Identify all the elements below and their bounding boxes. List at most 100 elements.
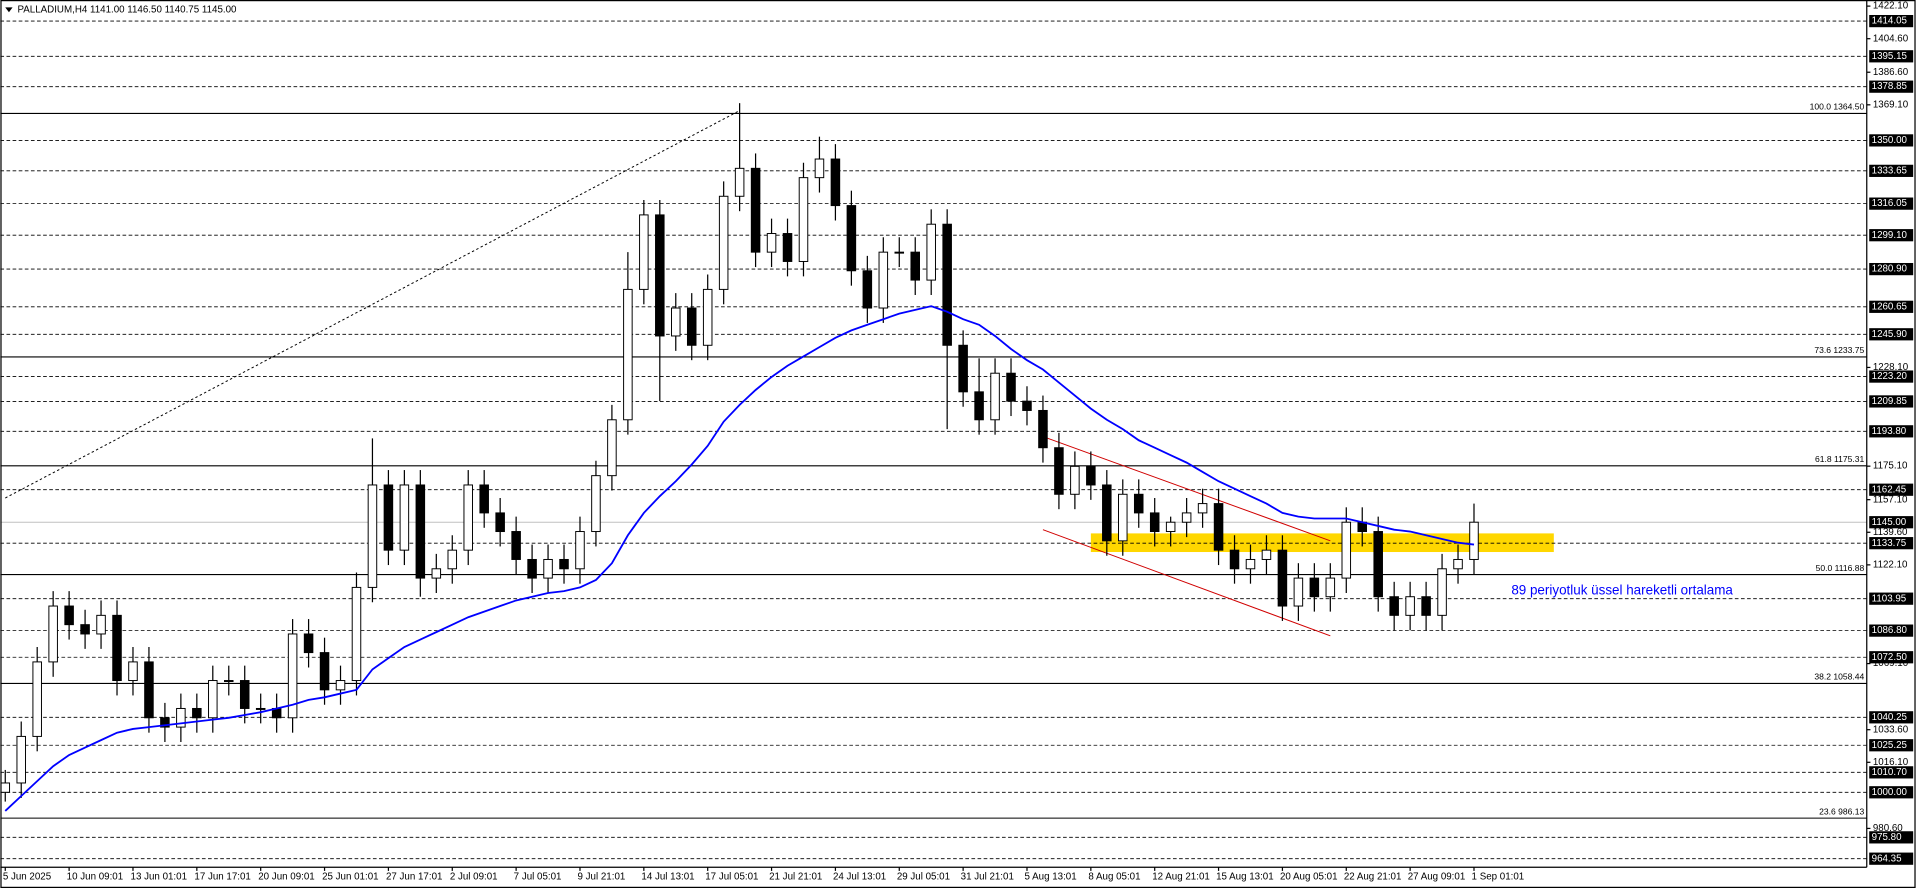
- level-box: [1869, 651, 1914, 664]
- x-tick-label: 12 Aug 21:01: [1152, 872, 1210, 883]
- candle-body: [112, 614, 122, 682]
- y-tick-label: 1422.10: [1873, 1, 1909, 12]
- level-box: [1869, 14, 1914, 28]
- x-tick-label: 31 Jul 21:01: [961, 872, 1014, 883]
- level-box: [1869, 592, 1914, 605]
- candle-body: [32, 661, 42, 737]
- candle-body: [319, 652, 330, 691]
- candle-body: [1213, 503, 1224, 551]
- level-label: 1260.65: [1872, 301, 1908, 312]
- candle-body: [1389, 596, 1399, 616]
- level-box: [1869, 852, 1914, 865]
- x-tick-label: 14 Jul 13:01: [641, 872, 694, 883]
- candle-body: [415, 484, 426, 579]
- candle-body: [1181, 512, 1192, 523]
- ema-line: [4, 305, 1475, 812]
- x-tick-label: 17 Jun 17:01: [194, 872, 250, 883]
- fib-label: 38.2 1058.44: [1814, 672, 1864, 682]
- level-box: [1869, 50, 1914, 63]
- candle-body: [1118, 493, 1128, 542]
- x-tick-label: 27 Jun 17:01: [386, 872, 442, 883]
- candle-body: [1245, 558, 1256, 570]
- level-box: [1869, 739, 1914, 752]
- candle-body: [511, 531, 521, 560]
- candle-body: [846, 205, 857, 272]
- candle-body: [160, 717, 170, 728]
- candle-body: [80, 624, 90, 635]
- candle-body: [782, 233, 793, 262]
- candle-body: [750, 167, 761, 253]
- candle-body: [1421, 596, 1431, 616]
- candle-body: [1149, 512, 1160, 533]
- level-box: [1869, 134, 1914, 147]
- candle-body: [702, 288, 713, 346]
- candle-body: [1038, 409, 1048, 449]
- level-label: 1245.90: [1872, 329, 1908, 340]
- level-label: 1193.80: [1872, 426, 1907, 437]
- candle-body: [1070, 465, 1080, 495]
- candle-body: [1102, 484, 1112, 542]
- y-tick-label: 1175.10: [1873, 461, 1908, 472]
- candle-body: [639, 214, 649, 290]
- level-label: 1333.65: [1872, 165, 1908, 176]
- fib-label: 73.6 1233.75: [1814, 345, 1864, 355]
- level-box: [1869, 711, 1914, 724]
- y-tick-label: 1228.10: [1873, 362, 1909, 373]
- candle-body: [351, 586, 362, 682]
- x-tick-label: 20 Aug 05:01: [1280, 872, 1338, 883]
- candle-body: [1054, 447, 1064, 495]
- candle-body: [447, 549, 458, 570]
- level-label: 1010.70: [1872, 767, 1908, 778]
- menu-arrow[interactable]: [5, 7, 13, 13]
- fib-label: 100.0 1364.50: [1810, 102, 1865, 112]
- candle-body: [958, 344, 968, 393]
- candle-body: [686, 307, 697, 346]
- candle-body: [766, 233, 777, 253]
- level-label: 1350.00: [1872, 135, 1908, 146]
- candle-body: [862, 270, 873, 309]
- candle-body: [527, 558, 537, 579]
- x-tick-label: 7 Jul 05:01: [514, 872, 562, 883]
- candle-body: [607, 419, 617, 477]
- candle-body: [1006, 372, 1016, 402]
- candle-body: [431, 568, 442, 579]
- trendline: [5, 110, 740, 499]
- y-tick-label: 980.60: [1873, 823, 1903, 834]
- level-label: 1040.25: [1872, 712, 1908, 723]
- level-box: [1869, 328, 1914, 341]
- level-box: [1869, 786, 1914, 799]
- x-tick-label: 24 Jul 13:01: [833, 872, 886, 883]
- x-tick-label: 29 Jul 05:01: [897, 872, 950, 883]
- candle-body: [255, 707, 266, 710]
- x-tick-label: 1 Sep 01:01: [1472, 872, 1525, 883]
- x-tick-label: 9 Jul 21:01: [578, 872, 626, 883]
- level-box: [1869, 537, 1914, 550]
- level-box: [1869, 831, 1914, 844]
- candle-body: [1453, 558, 1463, 570]
- x-tick-label: 10 Jun 09:01: [67, 872, 123, 883]
- price-label: 1145.00: [1872, 517, 1907, 528]
- price-box: [1869, 516, 1914, 529]
- candle-body: [1293, 577, 1304, 607]
- level-box: [1869, 766, 1914, 779]
- candle-body: [910, 251, 921, 281]
- candle-body: [383, 484, 394, 551]
- candle-body: [367, 484, 378, 588]
- candle-body: [224, 680, 234, 683]
- candle-body: [192, 707, 202, 719]
- candle-body: [1325, 577, 1336, 598]
- level-label: 1162.45: [1872, 484, 1907, 495]
- x-tick-label: 5 Aug 13:01: [1025, 872, 1077, 883]
- candle-body: [128, 661, 138, 682]
- candle-body: [718, 195, 729, 290]
- level-label: 1133.75: [1872, 538, 1907, 549]
- candle-body: [303, 633, 314, 654]
- level-box: [1869, 197, 1914, 210]
- candle-body: [144, 661, 154, 719]
- level-box: [1869, 483, 1914, 496]
- y-tick-label: 1122.10: [1873, 559, 1908, 570]
- support-zone: [1090, 533, 1554, 553]
- candle-body: [1341, 521, 1352, 579]
- level-box: [1869, 80, 1914, 93]
